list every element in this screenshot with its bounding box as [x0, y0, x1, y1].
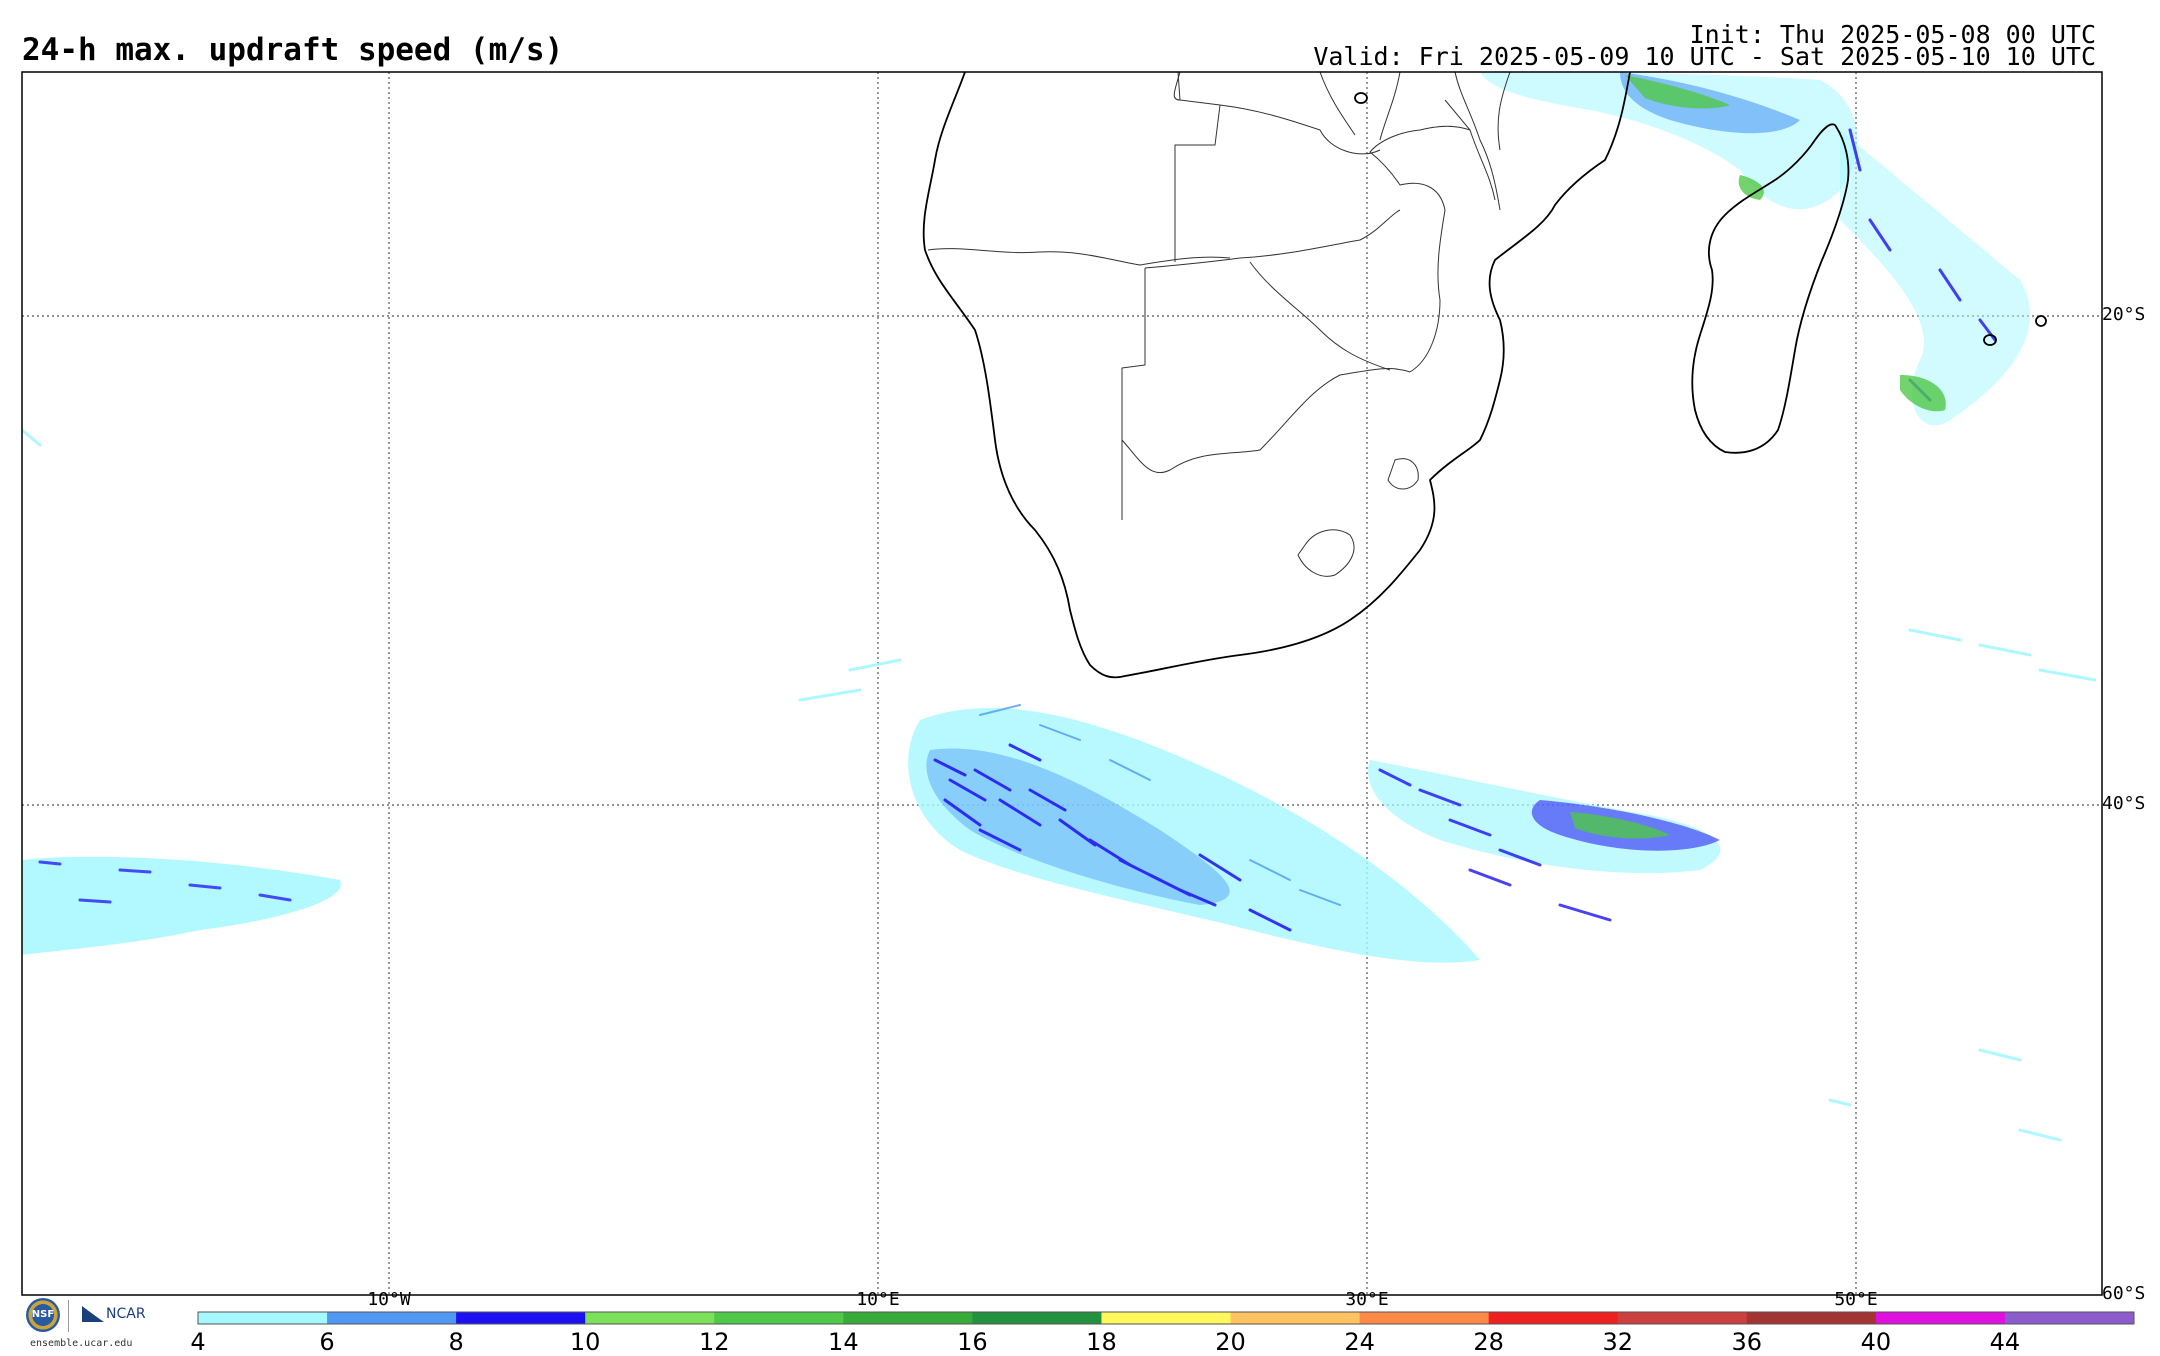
- lat-label-40s: 40°S: [2102, 793, 2146, 814]
- colorbar-tick-label: 14: [828, 1328, 859, 1356]
- updraft-band-west: [22, 856, 341, 955]
- colorbar-tick-label: 10: [569, 1328, 601, 1356]
- valid-time-label: Valid: Fri 2025-05-09 10 UTC - Sat 2025-…: [1313, 42, 2096, 71]
- colorbar-swatch: [1875, 1312, 2006, 1324]
- updraft-field: [22, 72, 2097, 1142]
- colorbar-tick-label: 16: [957, 1328, 988, 1356]
- colorbar-tick-label: 44: [1989, 1328, 2021, 1356]
- colorbar-frame: [197, 1311, 2135, 1325]
- updraft-scattered: [22, 428, 2097, 1142]
- colorbar-swatch: [1359, 1312, 1490, 1324]
- ncar-logo-text: NCAR: [106, 1306, 146, 1322]
- lon-label-10e: 10°E: [856, 1289, 900, 1310]
- lat-label-20s: 20°S: [2102, 304, 2146, 325]
- colorbar-swatch: [972, 1312, 1102, 1324]
- colorbar-swatch: [1746, 1312, 1877, 1324]
- colorbar: [197, 1311, 2135, 1325]
- colorbar-swatch: [843, 1312, 973, 1324]
- coastlines: [922, 72, 2047, 679]
- colorbar-tick-label: 40: [1860, 1328, 1892, 1356]
- site-url: ensemble.ucar.edu: [30, 1338, 133, 1349]
- colorbar-swatch: [2004, 1312, 2135, 1324]
- colorbar-swatch: [1230, 1312, 1361, 1324]
- colorbar-tick-label: 32: [1602, 1328, 1633, 1356]
- logo-area: NSF NCAR ensemble.ucar.edu: [24, 1298, 164, 1354]
- colorbar-tick-label: 8: [448, 1328, 464, 1356]
- ncar-logo-icon: [82, 1306, 104, 1322]
- colorbar-swatch: [327, 1312, 457, 1324]
- graticule: [22, 72, 2102, 1295]
- colorbar-tick-label: 20: [1215, 1328, 1246, 1356]
- colorbar-swatch: [456, 1312, 586, 1324]
- updraft-band-northeast: [1480, 72, 2031, 426]
- lon-label-50e: 50°E: [1834, 1289, 1878, 1310]
- colorbar-swatch: [1101, 1312, 1232, 1324]
- map-frame: [21, 71, 2103, 1296]
- colorbar-swatch: [714, 1312, 844, 1324]
- colorbar-swatch: [1488, 1312, 1619, 1324]
- colorbar-tick-label: 28: [1473, 1328, 1504, 1356]
- logo-divider: [68, 1300, 69, 1332]
- updraft-band-south-atlantic: [908, 704, 1480, 963]
- colorbar-tick-label: 18: [1086, 1328, 1117, 1356]
- colorbar-tick-label: 6: [319, 1328, 335, 1356]
- colorbar-tick-label: 24: [1344, 1328, 1375, 1356]
- map-title: 24-h max. updraft speed (m/s): [22, 32, 564, 68]
- init-time-label: Init: Thu 2025-05-08 00 UTC: [1689, 20, 2096, 49]
- country-borders: [927, 72, 1511, 577]
- lon-label-30e: 30°E: [1345, 1289, 1389, 1310]
- colorbar-tick-label: 36: [1731, 1328, 1763, 1356]
- updraft-band-southeast: [1368, 760, 1721, 922]
- nsf-logo: NSF: [26, 1298, 60, 1332]
- colorbar-swatch: [198, 1312, 328, 1324]
- colorbar-tick-label: 4: [190, 1328, 206, 1356]
- lon-label-10w: 10°W: [367, 1289, 411, 1310]
- colorbar-swatch: [585, 1312, 715, 1324]
- colorbar-tick-label: 12: [698, 1328, 730, 1356]
- colorbar-swatch: [1617, 1312, 1748, 1324]
- lat-label-60s: 60°S: [2102, 1283, 2146, 1304]
